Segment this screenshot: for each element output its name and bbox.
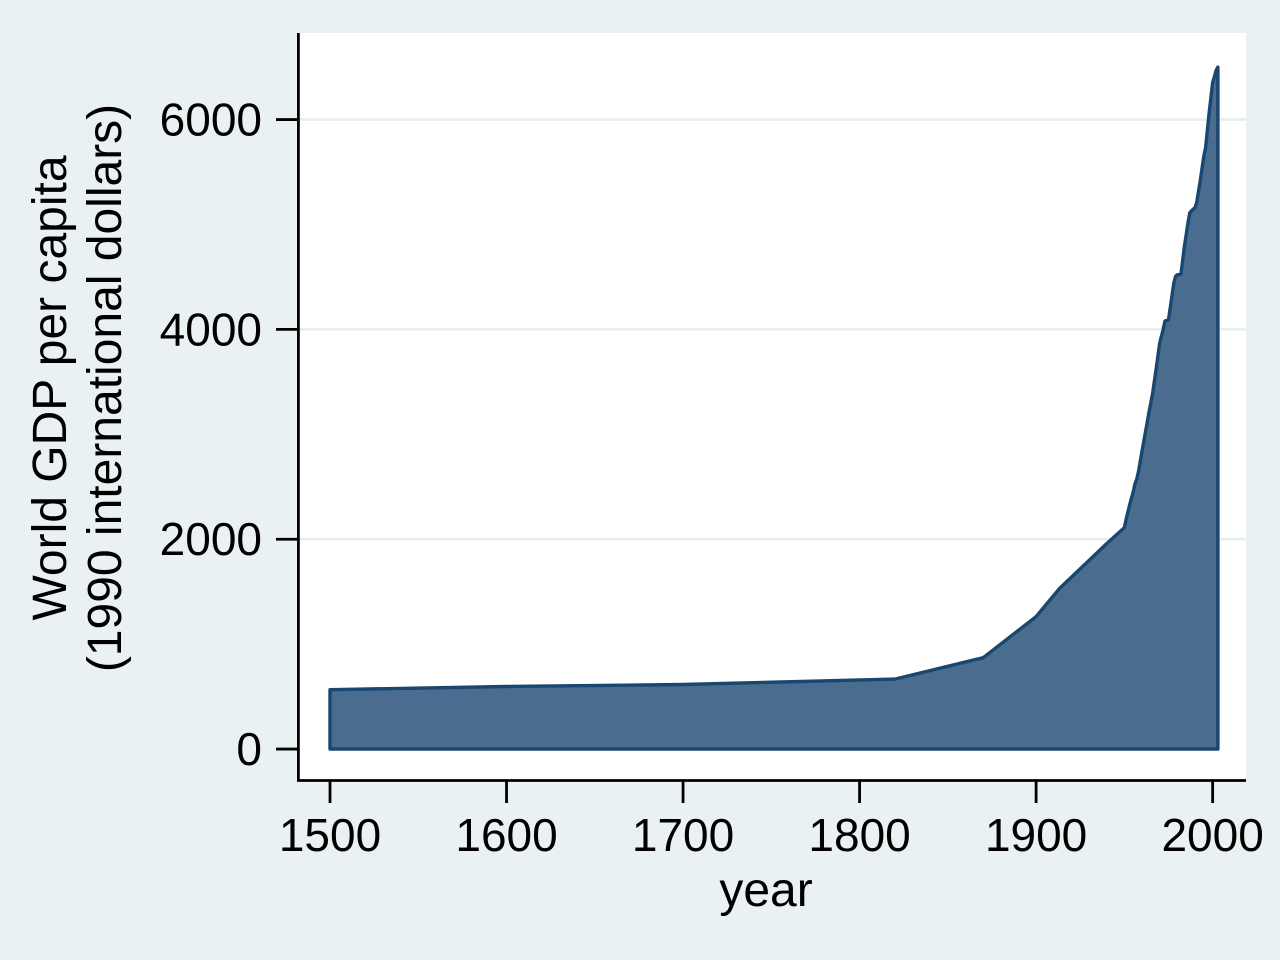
x-tick-label-1900: 1900 (985, 809, 1087, 861)
x-tick-label-1600: 1600 (455, 809, 557, 861)
area-path (328, 65, 1220, 751)
axes (296, 33, 1246, 782)
x-axis-title: year (719, 864, 812, 917)
y-axis-title-line1: World GDP per capita (24, 155, 77, 620)
y-tick-label-0: 0 (236, 723, 262, 775)
x-tick-label-2000: 2000 (1161, 809, 1263, 861)
area-series (328, 65, 1220, 751)
x-tick-label-1700: 1700 (632, 809, 734, 861)
y-tick-label-4000: 4000 (160, 303, 262, 355)
y-tick-label-2000: 2000 (160, 513, 262, 565)
x-tick-label-1500: 1500 (279, 809, 381, 861)
x-ticks: 1500 1600 1700 1800 1900 2000 (279, 781, 1264, 861)
x-tick-label-1800: 1800 (808, 809, 910, 861)
y-axis-title-line2: (1990 international dollars) (79, 104, 132, 672)
y-ticks: 0 2000 4000 6000 (160, 94, 298, 775)
y-tick-label-6000: 6000 (160, 94, 262, 146)
gridlines (299, 118, 1246, 541)
